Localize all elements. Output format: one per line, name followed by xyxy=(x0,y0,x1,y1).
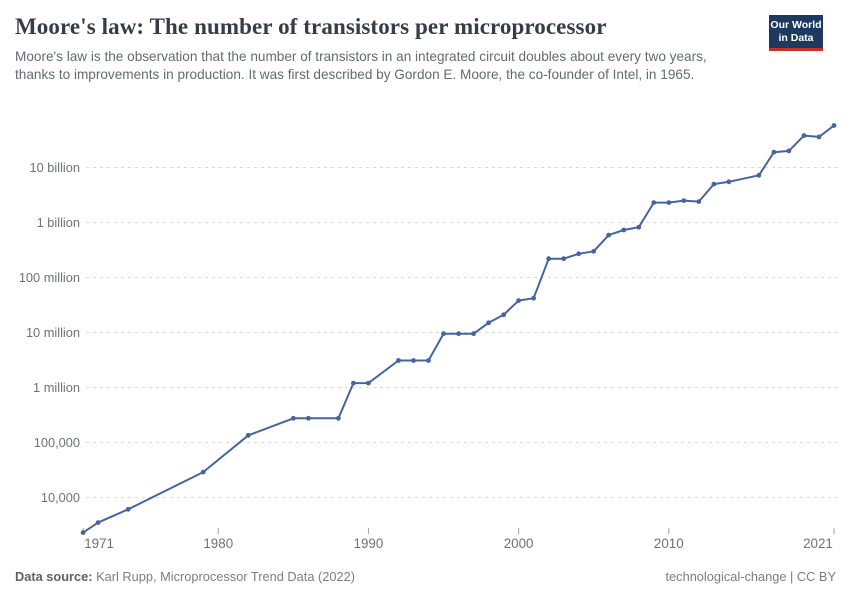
y-axis-tick-label: 10 million xyxy=(26,325,80,340)
data-point-marker[interactable] xyxy=(516,298,521,303)
data-point-marker[interactable] xyxy=(816,134,822,140)
data-source-label: Data source: xyxy=(15,569,93,584)
chart-footer: Data source: Karl Rupp, Microprocessor T… xyxy=(15,569,836,584)
data-source-text: Karl Rupp, Microprocessor Trend Data (20… xyxy=(92,569,355,584)
owid-logo-line1: Our World xyxy=(770,18,822,31)
data-point-marker[interactable] xyxy=(546,256,552,262)
data-point-marker[interactable] xyxy=(831,123,837,128)
data-point-marker[interactable] xyxy=(456,331,461,337)
data-point-marker[interactable] xyxy=(125,506,131,512)
owid-logo-stripe xyxy=(769,48,823,51)
data-point-marker[interactable] xyxy=(576,251,582,257)
data-point-marker[interactable] xyxy=(786,148,792,154)
data-point-marker[interactable] xyxy=(726,179,732,185)
data-point-marker[interactable] xyxy=(396,358,401,363)
data-point-marker[interactable] xyxy=(291,415,296,421)
data-point-marker[interactable] xyxy=(351,380,356,386)
data-point-marker[interactable] xyxy=(561,256,567,262)
data-point-marker[interactable] xyxy=(771,149,777,155)
x-axis-tick-label: 1990 xyxy=(354,536,384,551)
owid-logo[interactable]: Our World in Data xyxy=(769,15,823,51)
data-point-marker[interactable] xyxy=(245,432,251,438)
data-point-marker[interactable] xyxy=(696,199,702,205)
data-point-marker[interactable] xyxy=(621,227,627,233)
chart-header: Moore's law: The number of transistors p… xyxy=(15,14,835,84)
x-axis-tick-label: 2010 xyxy=(654,536,684,551)
data-point-marker[interactable] xyxy=(80,530,86,535)
data-point-marker[interactable] xyxy=(606,232,612,238)
owid-logo-box: Our World in Data xyxy=(769,15,823,48)
data-point-marker[interactable] xyxy=(200,469,206,475)
transistor-count-line[interactable] xyxy=(82,124,835,534)
data-point-marker[interactable] xyxy=(651,200,657,206)
y-axis-tick-label: 100,000 xyxy=(34,435,80,450)
data-point-marker[interactable] xyxy=(336,415,341,421)
y-axis-tick-label: 10,000 xyxy=(41,490,80,505)
data-point-marker[interactable] xyxy=(486,320,491,326)
y-axis-tick-label: 100 million xyxy=(19,270,80,285)
data-point-marker[interactable] xyxy=(531,295,536,301)
data-point-marker[interactable] xyxy=(591,248,597,254)
y-axis-tick-label: 10 billion xyxy=(29,160,80,175)
chart-subtitle: Moore's law is the observation that the … xyxy=(15,49,707,83)
x-axis-tick-label: 1980 xyxy=(203,536,233,551)
data-point-marker[interactable] xyxy=(711,181,717,187)
data-point-marker[interactable] xyxy=(95,520,101,525)
data-point-marker[interactable] xyxy=(636,224,642,230)
license-link[interactable]: technological-change | CC BY xyxy=(665,569,837,584)
x-axis-tick-label: 2000 xyxy=(504,536,534,551)
data-point-marker[interactable] xyxy=(366,380,371,386)
data-point-marker[interactable] xyxy=(441,331,446,337)
data-point-marker[interactable] xyxy=(801,133,807,139)
chart-title: Moore's law: The number of transistors p… xyxy=(15,14,607,39)
x-axis-tick-label: 1971 xyxy=(84,536,114,551)
owid-logo-line2: in Data xyxy=(778,31,814,44)
data-point-marker[interactable] xyxy=(501,312,506,318)
data-point-marker[interactable] xyxy=(756,172,762,178)
data-point-marker[interactable] xyxy=(666,200,672,206)
x-axis-tick-label: 2021 xyxy=(803,536,833,551)
data-point-marker[interactable] xyxy=(411,358,416,363)
y-axis-tick-label: 1 billion xyxy=(37,215,80,230)
data-point-marker[interactable] xyxy=(681,198,687,204)
data-point-marker[interactable] xyxy=(306,415,311,421)
data-point-marker[interactable] xyxy=(426,358,431,363)
data-point-marker[interactable] xyxy=(471,331,476,337)
data-source-note: Data source: Karl Rupp, Microprocessor T… xyxy=(15,569,355,584)
y-axis-tick-label: 1 million xyxy=(33,380,80,395)
